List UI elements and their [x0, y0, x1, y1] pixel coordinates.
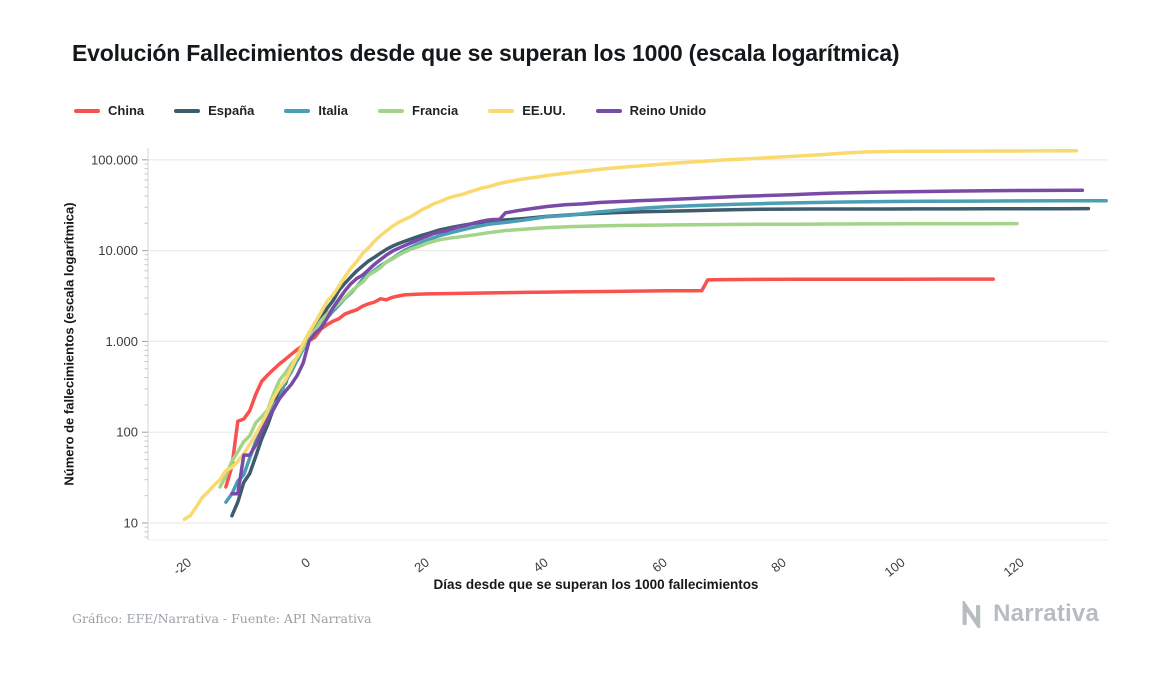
legend-label-espana: España: [208, 103, 255, 118]
series-line-reino-unido: [230, 188, 1085, 496]
legend: China España Italia Francia EE.UU. Reino Unid…: [74, 103, 706, 118]
x-tick-label: -20: [170, 555, 194, 578]
y-axis-title: Número de fallecimientos (escala logarít…: [61, 202, 77, 486]
y-tick-label: 10.000: [98, 243, 138, 258]
x-axis-title: Días desde que se superan los 1000 falle…: [433, 577, 759, 592]
narrativa-logo: Narrativa: [961, 600, 1099, 628]
legend-swatch-italia: [284, 108, 311, 113]
x-tick-label: 100: [881, 555, 907, 580]
x-tick-label: 40: [530, 555, 551, 576]
x-tick-label: 20: [411, 555, 432, 576]
legend-label-francia: Francia: [412, 103, 459, 118]
legend-item-espana[interactable]: España: [174, 103, 254, 118]
legend-label-italia: Italia: [318, 103, 348, 118]
y-tick-label: 10: [124, 516, 138, 531]
series-line-china: [224, 277, 995, 489]
series-line-francia: [218, 221, 1019, 489]
y-tick-label: 100: [116, 425, 138, 440]
y-tick-label: 1.000: [105, 334, 138, 349]
legend-swatch-espana: [174, 108, 201, 113]
legend-label-ee-uu: EE.UU.: [522, 103, 566, 118]
legend-item-francia[interactable]: Francia: [378, 103, 458, 118]
narrativa-logo-text: Narrativa: [993, 600, 1099, 627]
legend-item-italia[interactable]: Italia: [284, 103, 348, 118]
legend-item-china[interactable]: China: [74, 103, 144, 118]
legend-item-ee-uu[interactable]: EE.UU.: [488, 103, 566, 118]
chart-title: Evolución Fallecimientos desde que se su…: [72, 40, 900, 66]
series-line-ee-uu: [182, 149, 1079, 522]
legend-swatch-china: [74, 108, 100, 113]
series-line-italia: [224, 198, 1108, 504]
y-tick-label: 100.000: [91, 152, 138, 167]
legend-swatch-reino-unido: [595, 108, 622, 113]
legend-label-china: China: [108, 103, 145, 118]
x-tick-label: 0: [298, 555, 313, 571]
x-tick-label: 80: [768, 555, 789, 576]
legend-label-reino-unido: Reino Unido: [629, 103, 707, 118]
x-tick-label: 60: [649, 555, 670, 576]
source-credit: Gráfico: EFE/Narrativa - Fuente: API Nar…: [72, 611, 372, 626]
legend-item-reino-unido[interactable]: Reino Unido: [595, 103, 707, 118]
narrativa-logo-icon: [962, 600, 981, 628]
legend-swatch-ee-uu: [488, 108, 515, 113]
legend-swatch-francia: [378, 108, 404, 113]
x-tick-label: 120: [1000, 555, 1026, 580]
